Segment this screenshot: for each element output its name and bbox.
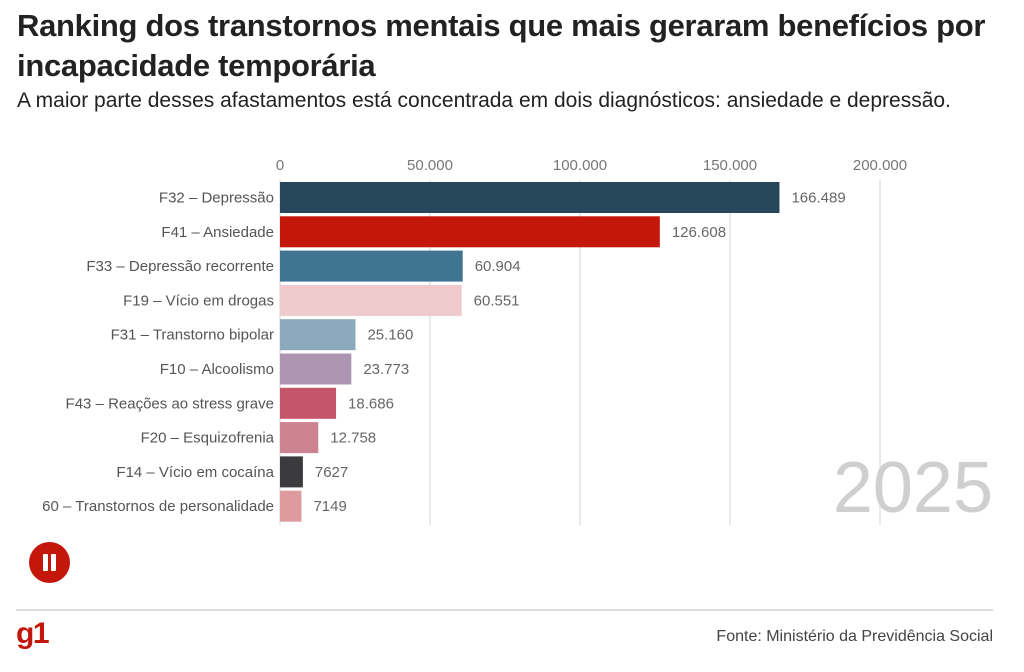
bar-chart: 0 50.000 100.000 150.000 200.000 F32 – Depre… (42, 157, 993, 528)
footer-divider (16, 609, 993, 611)
bar (280, 422, 319, 454)
bar-row: F32 – Depressão 166.489 (159, 182, 846, 213)
value-label: 60.551 (474, 292, 520, 309)
pause-button[interactable] (29, 542, 70, 583)
bar (280, 456, 303, 488)
category-label: F14 – Vício em cocaína (116, 464, 274, 481)
value-label: 12.758 (330, 430, 376, 447)
category-label: F41 – Ansiedade (161, 224, 274, 241)
bar-row: F43 – Reações ao stress grave 18.686 (66, 387, 394, 419)
x-tick-label: 100.000 (553, 157, 607, 174)
category-label: F43 – Reações ao stress grave (66, 395, 274, 412)
year-label: 2025 (833, 448, 993, 528)
value-label: 60.904 (475, 258, 521, 275)
bar-row: 60 – Transtornos de personalidade 7149 (42, 490, 347, 522)
x-tick-label: 150.000 (703, 157, 757, 174)
category-label: F20 – Esquizofrenia (141, 430, 275, 447)
chart-subtitle: A maior parte desses afastamentos está c… (17, 89, 951, 112)
bars: F32 – Depressão 166.489 F41 – Ansiedade 126… (42, 182, 846, 522)
x-tick-label: 0 (276, 157, 284, 174)
value-label: 166.489 (791, 190, 845, 207)
value-label: 126.608 (672, 224, 726, 241)
bar (280, 250, 463, 282)
x-tick-label: 50.000 (407, 157, 453, 174)
category-label: F32 – Depressão (159, 190, 274, 207)
bar (280, 182, 780, 213)
bar-row: F33 – Depressão recorrente 60.904 (86, 250, 521, 282)
value-label: 7627 (315, 464, 348, 481)
bar-row: F10 – Alcoolismo 23.773 (160, 353, 409, 385)
chart-title: Ranking dos transtornos mentais que mais… (17, 8, 986, 83)
x-tick-label: 200.000 (853, 157, 907, 174)
bar (280, 353, 352, 385)
bar-row: F14 – Vício em cocaína 7627 (116, 456, 348, 488)
bar-row: F20 – Esquizofrenia 12.758 (141, 422, 376, 454)
value-label: 23.773 (363, 361, 409, 378)
value-label: 7149 (313, 498, 346, 515)
bar-row: F41 – Ansiedade 126.608 (161, 216, 726, 248)
category-label: F31 – Transtorno bipolar (111, 327, 274, 344)
bar (280, 387, 337, 419)
bar (280, 490, 302, 522)
bar (280, 216, 660, 248)
x-axis-ticks: 0 50.000 100.000 150.000 200.000 (276, 157, 907, 174)
source-credit: Fonte: Ministério da Previdência Social (716, 628, 993, 645)
category-label: F19 – Vício em drogas (123, 292, 274, 309)
category-label: F33 – Depressão recorrente (86, 258, 274, 275)
g1-logo: g1 (16, 617, 50, 650)
bar (280, 319, 356, 351)
category-label: 60 – Transtornos de personalidade (42, 498, 274, 515)
value-label: 25.160 (367, 327, 413, 344)
bar-row: F19 – Vício em drogas 60.551 (123, 284, 520, 316)
value-label: 18.686 (348, 395, 394, 412)
bar (280, 284, 462, 316)
bar-row: F31 – Transtorno bipolar 25.160 (111, 319, 413, 351)
pause-icon (43, 554, 48, 571)
category-label: F10 – Alcoolismo (160, 361, 274, 378)
